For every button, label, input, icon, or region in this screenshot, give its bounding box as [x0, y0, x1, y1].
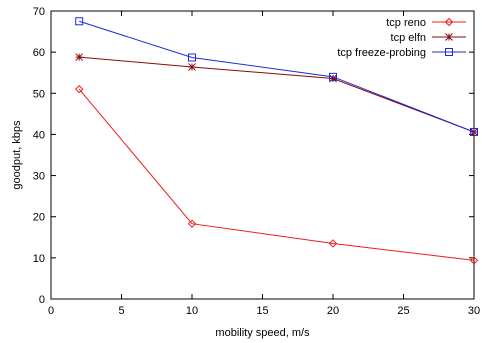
y-tick-label: 60: [33, 47, 45, 59]
x-tick-label: 0: [48, 305, 54, 317]
data-point: [470, 127, 478, 136]
x-tick-label: 15: [256, 305, 268, 317]
x-tick-label: 10: [186, 305, 198, 317]
x-tick-label: 20: [327, 305, 339, 317]
x-tick-label: 30: [468, 305, 480, 317]
y-tick-label: 10: [33, 253, 45, 265]
y-tick-label: 40: [33, 129, 45, 141]
data-point: [75, 17, 84, 26]
x-axis-label: mobility speed, m/s: [215, 327, 310, 339]
data-point: [187, 219, 197, 228]
data-point: [74, 84, 84, 94]
data-point: [75, 53, 84, 61]
legend-item: tcp reno: [386, 17, 466, 29]
series-layer: [74, 17, 479, 265]
x-tick-label: 25: [397, 305, 409, 317]
legend-item: tcp freeze-probing: [337, 47, 466, 59]
series-line: [78, 88, 475, 261]
data-point: [329, 74, 337, 83]
data-point: [188, 53, 196, 62]
data-point: [328, 239, 338, 248]
legend-label: tcp elfn: [391, 32, 426, 44]
y-tick-label: 20: [33, 212, 45, 224]
series-tcp-elfn: [75, 53, 478, 136]
legend-marker: [445, 48, 453, 56]
data-point: [329, 72, 337, 81]
series-line: [79, 56, 475, 133]
y-tick-label: 30: [33, 171, 45, 183]
series-tcp-reno: [74, 84, 479, 265]
series-line: [79, 20, 475, 133]
y-axis-label: goodput, kbps: [11, 120, 23, 190]
y-tick-label: 50: [33, 88, 45, 100]
series-tcp-freeze-probing: [75, 17, 478, 136]
legend-item: tcp elfn: [391, 32, 466, 44]
axis-ticks: 0 5 10 15 20 25 30 0 10 20 30 40 50 60 70: [33, 6, 480, 317]
legend-label: tcp reno: [386, 17, 426, 29]
legend-marker: [445, 33, 453, 41]
x-tick-label: 5: [118, 305, 124, 317]
legend-marker: [444, 17, 454, 27]
legend-label: tcp freeze-probing: [337, 47, 426, 59]
y-tick-label: 70: [33, 6, 45, 18]
y-tick-label: 0: [39, 294, 45, 306]
data-point: [469, 256, 479, 265]
data-point: [188, 63, 196, 71]
legend: tcp reno tcp elfn tcp freeze-probing: [337, 17, 466, 59]
